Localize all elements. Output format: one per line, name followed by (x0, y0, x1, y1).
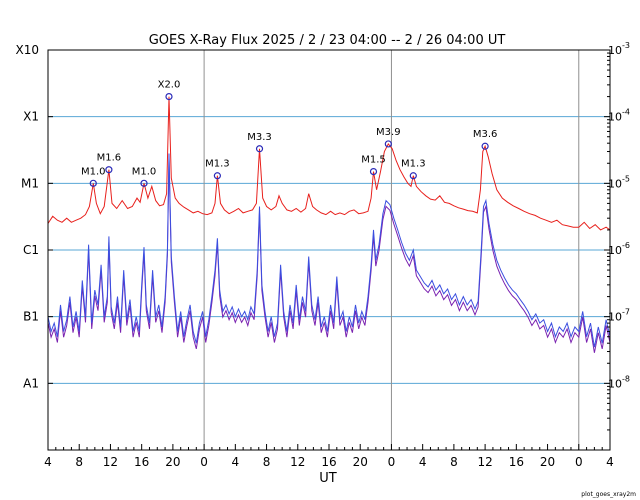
left-axis-tick-label: B1 (23, 310, 39, 324)
right-axis-tick-base: 10 (608, 311, 622, 324)
flare-label: M1.6 (97, 153, 122, 164)
right-axis-tick-exponent: -6 (622, 241, 630, 250)
x-axis-tick-label: 12 (477, 455, 492, 469)
x-axis-tick-label: 8 (263, 455, 271, 469)
series-lines (47, 96, 611, 353)
flare-label: M1.5 (361, 155, 386, 166)
flare-marker (369, 167, 378, 176)
right-axis-tick-base: 10 (608, 377, 622, 390)
left-axis-tick-label: X10 (16, 43, 40, 57)
x-axis-tick-label: 4 (232, 455, 240, 469)
flare-marker (409, 172, 417, 180)
x-axis-tick-label: 16 (509, 455, 524, 469)
right-axis-tick-base: 10 (608, 44, 622, 57)
flare-label: M1.3 (205, 159, 230, 170)
right-axis-tick-base: 10 (608, 111, 622, 124)
right-axis-tick-label: 10-3 (608, 41, 630, 57)
x-axis-tick-label: 8 (75, 455, 83, 469)
left-axis-tick-label: C1 (23, 243, 39, 257)
flare-label: X2.0 (158, 80, 181, 91)
flare-label: M3.3 (247, 132, 272, 143)
flare-label: M1.0 (132, 166, 157, 177)
x-axis-tick-label: 8 (450, 455, 458, 469)
right-axis-tick-base: 10 (608, 177, 622, 190)
flare-markers: M1.0 M1.6 M1.0 X2.0 M1.3 M3.3 M1.5 M3.9 M1.3 M3.6 (81, 80, 497, 187)
right-axis-tick-exponent: -7 (622, 308, 630, 317)
series-short-shadow-line (47, 159, 611, 353)
x-axis-tick-label: 12 (103, 455, 118, 469)
right-axis-tick-base: 10 (608, 244, 622, 257)
left-axis-tick-label: M1 (21, 176, 39, 190)
x-axis-tick-label: 4 (419, 455, 427, 469)
series-long-line (47, 96, 611, 231)
chart-title: GOES X-Ray Flux 2025 / 2 / 23 04:00 -- 2… (149, 33, 506, 48)
x-axis-tick-label: 16 (134, 455, 149, 469)
flare-label: M3.6 (473, 129, 498, 140)
series-short-line (47, 153, 611, 348)
x-axis-tick-label: 12 (290, 455, 305, 469)
right-axis-tick-exponent: -4 (622, 108, 630, 117)
right-axis-tick-label: 10-8 (608, 374, 630, 390)
flare-marker (384, 140, 392, 148)
flare-label: M1.3 (401, 159, 426, 170)
left-axis-tick-label: A1 (23, 376, 39, 390)
right-axis-tick-exponent: -3 (622, 41, 630, 50)
right-axis-tick-label: 10-7 (608, 308, 630, 324)
x-axis-tick-label: 16 (321, 455, 336, 469)
x-axis-tick-label: 20 (353, 455, 368, 469)
right-axis-tick-label: 10-6 (608, 241, 630, 257)
right-axis-tick-label: 10-5 (608, 174, 630, 190)
flare-label: M1.0 (81, 166, 106, 177)
x-axis-label: UT (319, 471, 337, 486)
x-axis-tick-label: 4 (44, 455, 52, 469)
footer-credit: plot_goes_xray2m (581, 491, 636, 498)
x-axis-tick-label: 0 (200, 455, 208, 469)
flare-label: M3.9 (376, 127, 401, 138)
right-axis-tick-exponent: -8 (622, 374, 630, 383)
flare-marker (140, 179, 148, 187)
left-axis-tick-label: X1 (23, 110, 39, 124)
flare-marker (89, 179, 97, 187)
flare-marker (213, 172, 221, 180)
flare-marker (481, 142, 489, 150)
x-axis-tick-label: 20 (540, 455, 555, 469)
right-axis-tick-label: 10-4 (608, 108, 630, 124)
x-axis-tick-label: 4 (606, 455, 614, 469)
x-axis-tick-label: 0 (575, 455, 583, 469)
flare-marker (105, 166, 113, 174)
right-axis-tick-exponent: -5 (622, 174, 630, 183)
x-axis-tick-label: 0 (388, 455, 396, 469)
x-axis-tick-label: 20 (165, 455, 180, 469)
flare-marker (165, 92, 173, 101)
flare-marker (255, 145, 264, 153)
